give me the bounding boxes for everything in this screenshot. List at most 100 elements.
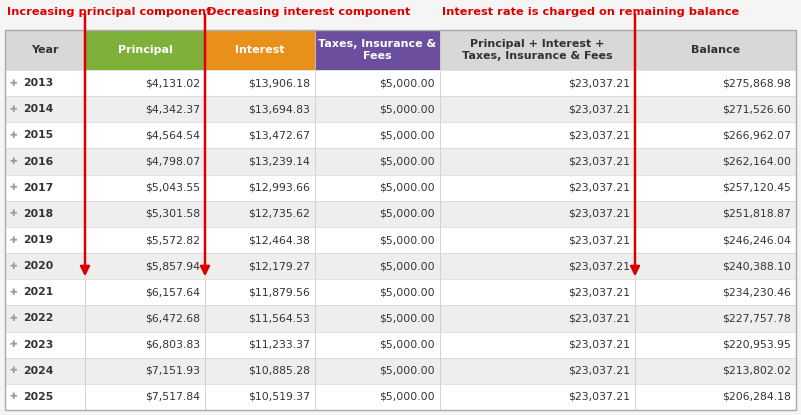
Bar (635, 358, 796, 384)
Text: 2017: 2017 (23, 183, 53, 193)
Text: $12,179.27: $12,179.27 (248, 261, 310, 271)
Text: $5,000.00: $5,000.00 (380, 392, 435, 402)
Text: $5,000.00: $5,000.00 (380, 235, 435, 245)
Text: $6,803.83: $6,803.83 (145, 339, 200, 349)
Bar (635, 201, 796, 227)
Text: 2023: 2023 (23, 339, 54, 349)
Text: Decreasing interest component: Decreasing interest component (207, 7, 410, 17)
Text: $4,131.02: $4,131.02 (145, 78, 200, 88)
Bar (440, 201, 635, 227)
Text: $23,037.21: $23,037.21 (568, 156, 630, 166)
Text: 2022: 2022 (23, 313, 54, 323)
Bar (440, 227, 635, 253)
Bar (85, 149, 205, 175)
Text: $13,472.67: $13,472.67 (248, 130, 310, 140)
Bar (440, 384, 635, 410)
Text: ✚: ✚ (9, 261, 17, 271)
Bar (85, 358, 205, 384)
Bar (5, 279, 85, 305)
Bar (5, 149, 796, 175)
Bar (440, 305, 635, 332)
Text: $13,694.83: $13,694.83 (248, 104, 310, 114)
Bar (315, 30, 440, 70)
Bar (85, 30, 205, 70)
Bar (5, 30, 85, 70)
Bar (635, 96, 796, 122)
Bar (440, 149, 635, 175)
Bar (315, 253, 440, 279)
Bar (85, 305, 205, 332)
Text: $206,284.18: $206,284.18 (723, 392, 791, 402)
Text: ✚: ✚ (9, 235, 17, 244)
Text: $12,993.66: $12,993.66 (248, 183, 310, 193)
Text: $5,000.00: $5,000.00 (380, 104, 435, 114)
Text: $23,037.21: $23,037.21 (568, 104, 630, 114)
Bar (5, 332, 85, 358)
Text: $10,519.37: $10,519.37 (248, 392, 310, 402)
Bar (5, 253, 85, 279)
Bar (5, 122, 796, 149)
Text: $7,517.84: $7,517.84 (145, 392, 200, 402)
Bar (635, 332, 796, 358)
Text: ✚: ✚ (9, 340, 17, 349)
Text: $5,000.00: $5,000.00 (380, 156, 435, 166)
Text: $220,953.95: $220,953.95 (723, 339, 791, 349)
Text: 2021: 2021 (23, 287, 53, 297)
Bar (85, 332, 205, 358)
Text: ✚: ✚ (9, 314, 17, 323)
Text: $5,000.00: $5,000.00 (380, 78, 435, 88)
Bar (635, 253, 796, 279)
Text: ✚: ✚ (9, 78, 17, 88)
Bar (5, 384, 85, 410)
Bar (635, 384, 796, 410)
Bar (5, 253, 796, 279)
Text: $5,000.00: $5,000.00 (380, 261, 435, 271)
Text: $4,564.54: $4,564.54 (145, 130, 200, 140)
Text: $5,000.00: $5,000.00 (380, 183, 435, 193)
Text: $234,230.46: $234,230.46 (723, 287, 791, 297)
Text: $5,000.00: $5,000.00 (380, 339, 435, 349)
Bar (635, 305, 796, 332)
Text: ✚: ✚ (9, 209, 17, 218)
Bar (85, 70, 205, 96)
Text: $246,246.04: $246,246.04 (723, 235, 791, 245)
Bar (440, 358, 635, 384)
Bar (635, 70, 796, 96)
Text: Increasing principal component: Increasing principal component (7, 7, 211, 17)
Text: ✚: ✚ (9, 183, 17, 192)
Bar (5, 96, 85, 122)
Bar (5, 305, 796, 332)
Bar (5, 201, 85, 227)
Text: $13,239.14: $13,239.14 (248, 156, 310, 166)
Text: $275,868.98: $275,868.98 (723, 78, 791, 88)
Bar (440, 332, 635, 358)
Bar (315, 122, 440, 149)
Bar (315, 227, 440, 253)
Bar (5, 122, 85, 149)
Text: 2024: 2024 (23, 366, 54, 376)
Text: Taxes, Insurance &
Fees: Taxes, Insurance & Fees (319, 39, 437, 61)
Text: 2016: 2016 (23, 156, 53, 166)
Bar (440, 175, 635, 201)
Bar (205, 70, 315, 96)
Text: $227,757.78: $227,757.78 (723, 313, 791, 323)
Text: $266,962.07: $266,962.07 (723, 130, 791, 140)
Bar (205, 96, 315, 122)
Text: $5,000.00: $5,000.00 (380, 287, 435, 297)
Text: ✚: ✚ (9, 157, 17, 166)
Bar (205, 122, 315, 149)
Bar (85, 227, 205, 253)
Text: 2025: 2025 (23, 392, 53, 402)
Text: 2014: 2014 (23, 104, 53, 114)
Bar (635, 30, 796, 70)
Bar (5, 175, 85, 201)
Text: $251,818.87: $251,818.87 (723, 209, 791, 219)
Text: $5,301.58: $5,301.58 (145, 209, 200, 219)
Bar (5, 332, 796, 358)
Text: $23,037.21: $23,037.21 (568, 261, 630, 271)
Text: $23,037.21: $23,037.21 (568, 392, 630, 402)
Bar (5, 279, 796, 305)
Text: Interest: Interest (235, 45, 284, 55)
Bar (85, 96, 205, 122)
Bar (85, 384, 205, 410)
